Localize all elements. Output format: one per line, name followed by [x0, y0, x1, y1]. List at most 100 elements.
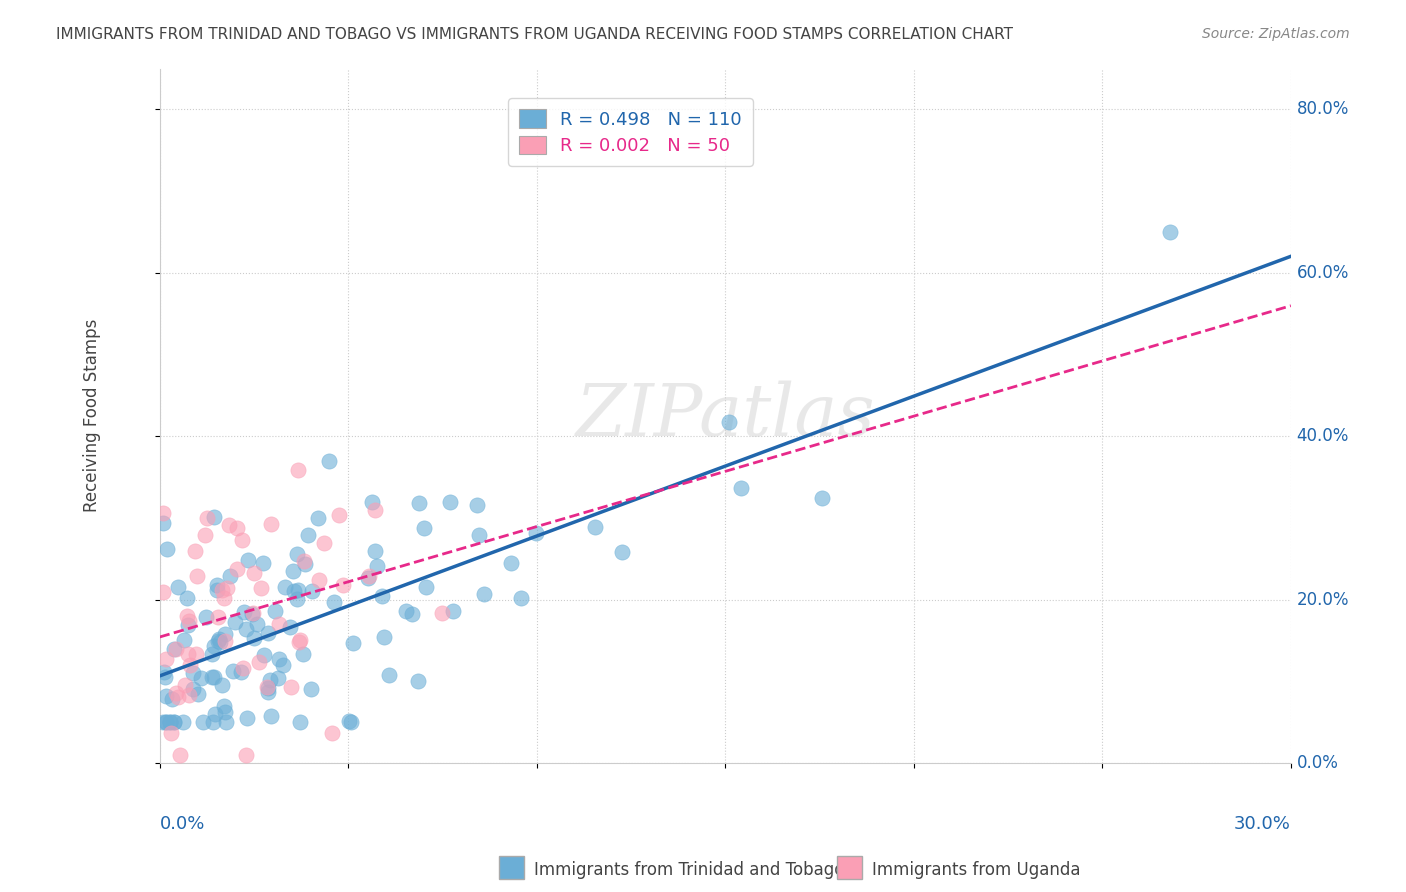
- Point: [232, 661, 254, 675]
- Point: [395, 604, 418, 618]
- Point: [583, 519, 606, 533]
- Point: [328, 508, 350, 522]
- Point: [152, 584, 174, 599]
- Point: [247, 655, 270, 669]
- Point: [301, 584, 323, 599]
- Point: [160, 726, 183, 740]
- Point: [202, 510, 225, 524]
- Point: [243, 631, 266, 645]
- Point: [181, 665, 204, 680]
- Point: [165, 686, 187, 700]
- Point: [259, 673, 281, 688]
- Point: [509, 591, 531, 605]
- Point: [360, 495, 382, 509]
- Point: [271, 658, 294, 673]
- Point: [718, 415, 741, 429]
- Point: [257, 685, 280, 699]
- Point: [412, 521, 434, 535]
- Point: [225, 562, 247, 576]
- Point: [214, 627, 236, 641]
- Text: 80.0%: 80.0%: [1296, 101, 1348, 119]
- Point: [610, 544, 633, 558]
- Point: [468, 527, 491, 541]
- Point: [236, 711, 259, 725]
- Point: [318, 454, 340, 468]
- Point: [235, 747, 257, 762]
- Point: [281, 564, 304, 578]
- Point: [179, 688, 201, 702]
- Point: [323, 594, 346, 608]
- Point: [285, 547, 308, 561]
- Point: [292, 554, 315, 568]
- Point: [285, 591, 308, 606]
- Point: [249, 581, 271, 595]
- Point: [259, 517, 281, 532]
- Point: [224, 615, 246, 629]
- Point: [207, 633, 229, 648]
- Point: [291, 648, 314, 662]
- Text: ZIPatlas: ZIPatlas: [575, 380, 875, 451]
- Point: [269, 616, 291, 631]
- Point: [430, 606, 453, 620]
- Point: [278, 620, 301, 634]
- Text: 30.0%: 30.0%: [1234, 815, 1291, 833]
- Point: [439, 495, 461, 509]
- Point: [179, 657, 201, 672]
- Point: [183, 544, 205, 558]
- Point: [159, 714, 181, 729]
- Point: [155, 714, 177, 729]
- Point: [214, 706, 236, 720]
- Point: [152, 714, 174, 729]
- Point: [246, 617, 269, 632]
- Point: [266, 671, 288, 685]
- Point: [415, 580, 437, 594]
- Text: Immigrants from Uganda: Immigrants from Uganda: [872, 861, 1080, 879]
- Point: [501, 556, 523, 570]
- Point: [526, 525, 548, 540]
- Point: [366, 559, 388, 574]
- Text: Immigrants from Trinidad and Tobago: Immigrants from Trinidad and Tobago: [534, 861, 845, 879]
- Point: [167, 580, 190, 594]
- Point: [1159, 225, 1181, 239]
- Text: 40.0%: 40.0%: [1296, 427, 1348, 445]
- Point: [202, 670, 225, 684]
- Point: [240, 607, 263, 621]
- Legend: R = 0.498   N = 110, R = 0.002   N = 50: R = 0.498 N = 110, R = 0.002 N = 50: [508, 98, 752, 166]
- Point: [222, 665, 245, 679]
- Point: [406, 673, 429, 688]
- Point: [342, 636, 364, 650]
- Point: [373, 630, 395, 644]
- Point: [441, 604, 464, 618]
- Point: [307, 511, 329, 525]
- Point: [172, 714, 194, 729]
- Point: [218, 517, 240, 532]
- Point: [308, 574, 330, 588]
- Point: [176, 608, 198, 623]
- Text: 60.0%: 60.0%: [1296, 264, 1348, 282]
- Point: [208, 632, 231, 646]
- Point: [260, 709, 283, 723]
- Point: [167, 690, 190, 705]
- Point: [186, 569, 208, 583]
- Point: [162, 714, 184, 729]
- Point: [155, 689, 177, 703]
- Point: [156, 541, 179, 556]
- Point: [288, 714, 311, 729]
- Point: [363, 503, 385, 517]
- Point: [252, 557, 274, 571]
- Text: 20.0%: 20.0%: [1296, 591, 1348, 608]
- Point: [176, 591, 198, 605]
- Point: [174, 678, 197, 692]
- Point: [236, 553, 259, 567]
- Point: [337, 714, 360, 729]
- Point: [294, 557, 316, 571]
- Point: [283, 584, 305, 599]
- Point: [190, 671, 212, 685]
- Point: [212, 591, 235, 605]
- Text: 0.0%: 0.0%: [160, 815, 205, 833]
- Point: [314, 536, 336, 550]
- Point: [235, 622, 257, 636]
- Point: [163, 714, 186, 729]
- Point: [364, 544, 387, 558]
- Point: [187, 687, 209, 701]
